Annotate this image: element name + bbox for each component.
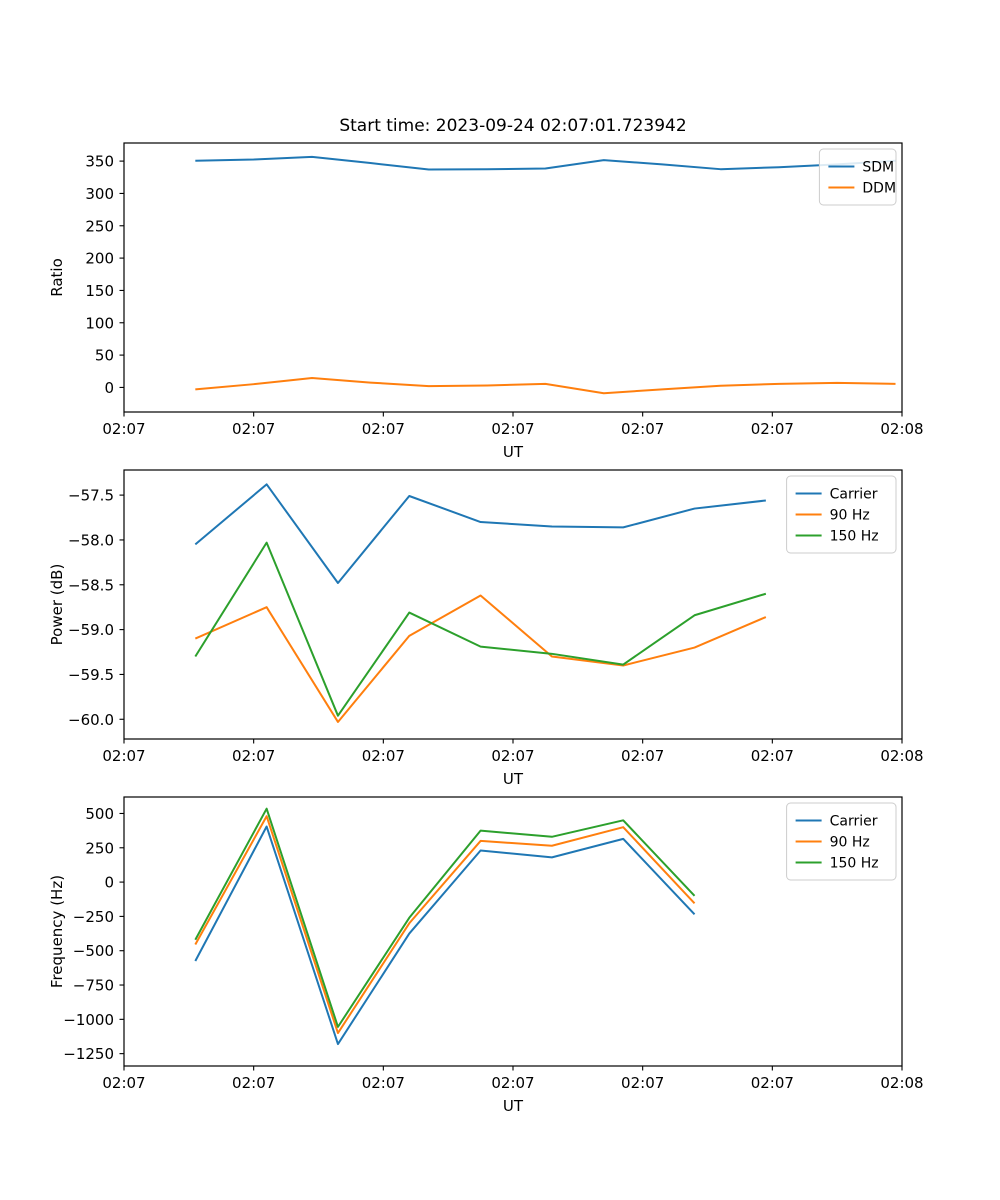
- x-tick-label: 02:07: [621, 1074, 664, 1092]
- series-line-150-hz: [194, 541, 767, 717]
- x-axis-label: UT: [503, 1097, 524, 1115]
- y-axis-label: Frequency (Hz): [48, 875, 66, 988]
- x-tick-label: 02:07: [232, 747, 275, 765]
- x-tick-label: 02:08: [880, 1074, 923, 1092]
- y-tick-label: 250: [85, 839, 114, 857]
- series-line-90-hz: [194, 815, 696, 1035]
- axes-title: Start time: 2023-09-24 02:07:01.723942: [339, 116, 686, 136]
- x-tick-label: 02:07: [232, 1074, 275, 1092]
- y-tick-label: −1000: [63, 1011, 114, 1029]
- y-tick-label: 100: [85, 314, 114, 332]
- x-tick-label: 02:07: [621, 420, 664, 438]
- x-tick-label: 02:07: [751, 420, 794, 438]
- legend-label-150-hz: 150 Hz: [830, 856, 879, 872]
- legend-label-carrier: Carrier: [830, 814, 878, 830]
- legend-label-90-hz: 90 Hz: [830, 508, 870, 524]
- x-tick-label: 02:07: [102, 747, 145, 765]
- y-tick-label: 200: [85, 250, 114, 268]
- y-tick-label: 0: [104, 874, 114, 892]
- series-line-ddm: [195, 377, 896, 395]
- axes-frame: [123, 796, 903, 1067]
- axes-frame: [123, 469, 903, 740]
- x-axis-label: UT: [503, 443, 524, 461]
- y-tick-label: −59.0: [68, 621, 114, 639]
- legend-label-90-hz: 90 Hz: [830, 835, 870, 851]
- legend-label-carrier: Carrier: [830, 487, 878, 503]
- series-line-sdm: [195, 155, 896, 171]
- x-axis-label: UT: [503, 770, 524, 788]
- y-tick-label: 0: [104, 379, 114, 397]
- series-line-90-hz: [194, 594, 767, 723]
- x-tick-label: 02:07: [232, 420, 275, 438]
- x-tick-label: 02:07: [491, 747, 534, 765]
- y-axis-label: Power (dB): [48, 564, 66, 646]
- y-tick-label: 500: [85, 805, 114, 823]
- series-line-carrier: [194, 483, 766, 584]
- legend-background: [818, 148, 897, 206]
- x-tick-label: 02:07: [362, 1074, 405, 1092]
- y-tick-label: −60.0: [68, 711, 114, 729]
- y-tick-label: 50: [95, 347, 114, 365]
- x-tick-label: 02:07: [621, 747, 664, 765]
- y-axis-label: Ratio: [48, 258, 66, 297]
- legend: SDM DDM: [818, 148, 897, 206]
- legend: Carrier 90 Hz 150 Hz: [786, 475, 897, 554]
- x-tick-label: 02:08: [880, 747, 923, 765]
- x-tick-label: 02:07: [362, 420, 405, 438]
- panel-power: 02:07 02:07 02:07 02:07 02:07 02:07 02:08 −60.0…: [48, 469, 924, 788]
- legend-label-150-hz: 150 Hz: [830, 529, 879, 545]
- legend-label-ddm: DDM: [862, 181, 896, 197]
- legend-background: [786, 802, 897, 881]
- y-tick-label: −57.5: [68, 487, 114, 505]
- x-tick-label: 02:07: [362, 747, 405, 765]
- x-tick-label: 02:07: [751, 747, 794, 765]
- y-tick-label: −750: [73, 977, 114, 995]
- y-tick-label: −58.5: [68, 576, 114, 594]
- legend-background: [786, 475, 897, 554]
- y-tick-label: −1250: [63, 1045, 114, 1063]
- y-tick-label: −500: [73, 942, 114, 960]
- y-tick-label: 300: [85, 185, 114, 203]
- x-tick-label: 02:08: [880, 420, 923, 438]
- x-tick-label: 02:07: [102, 1074, 145, 1092]
- x-tick-label: 02:07: [491, 1074, 534, 1092]
- panel-frequency: 02:07 02:07 02:07 02:07 02:07 02:07 02:08 −1250…: [48, 796, 924, 1115]
- y-tick-label: 150: [85, 282, 114, 300]
- legend: Carrier 90 Hz 150 Hz: [786, 802, 897, 881]
- y-tick-label: 250: [85, 217, 114, 235]
- y-tick-label: −59.5: [68, 666, 114, 684]
- series-line-150-hz: [194, 807, 696, 1028]
- x-tick-label: 02:07: [751, 1074, 794, 1092]
- panel-ratio: Start time: 2023-09-24 02:07:01.72394202…: [48, 116, 924, 461]
- x-tick-label: 02:07: [491, 420, 534, 438]
- y-tick-label: −58.0: [68, 531, 114, 549]
- y-tick-label: 350: [85, 153, 114, 171]
- x-tick-label: 02:07: [102, 420, 145, 438]
- y-tick-label: −250: [73, 908, 114, 926]
- axes-frame: [123, 142, 903, 413]
- legend-label-sdm: SDM: [862, 160, 894, 176]
- series-line-carrier: [194, 825, 696, 1046]
